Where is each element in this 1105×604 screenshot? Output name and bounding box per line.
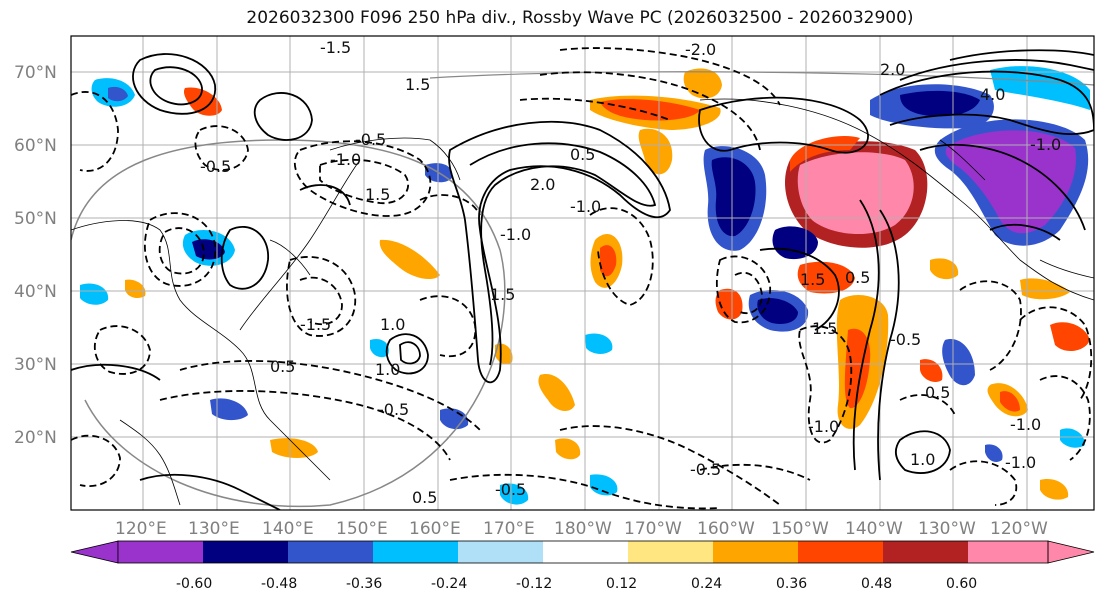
colorbar-label: 0.24 [691, 576, 722, 592]
contours-negative [71, 47, 1093, 510]
lat-label: 60°N [14, 136, 57, 156]
lon-label: 170°E [483, 519, 535, 539]
colorbar-label: -0.48 [261, 576, 297, 592]
contour-label: 0.5 [925, 383, 950, 402]
lat-label: 20°N [14, 428, 57, 448]
lat-label: 40°N [14, 282, 57, 302]
reference-circle [71, 139, 506, 508]
colorbar-segment [118, 541, 203, 563]
contour-label: 4.0 [980, 85, 1005, 104]
contours-positive [71, 49, 1094, 510]
contour-label: -0.5 [690, 460, 721, 479]
lon-label: 160°E [409, 519, 461, 539]
contour-label: -1.0 [330, 150, 361, 169]
contour-label: 1.5 [812, 319, 837, 338]
lon-label: 130°W [918, 519, 976, 539]
lon-label: 150°E [336, 519, 388, 539]
contour-label: -1.0 [500, 225, 531, 244]
lon-label: 180°W [554, 519, 612, 539]
shaded-fields [80, 66, 1090, 505]
colorbar-label: 0.12 [606, 576, 637, 592]
map-panel: -1.5 1.5 -0.5 -1.0 2.0 -0.5 1.5 0.5 1.5 … [71, 36, 1094, 510]
contour-label: 1.0 [375, 360, 400, 379]
lat-label: 30°N [14, 355, 57, 375]
lat-axis: 70°N 60°N 50°N 40°N 30°N 20°N [14, 63, 57, 448]
contour-label: -1.0 [1030, 135, 1061, 154]
contour-label: 1.5 [365, 185, 390, 204]
contour-labels: -1.5 1.5 -0.5 -1.0 2.0 -0.5 1.5 0.5 1.5 … [200, 38, 1061, 507]
colorbar-segment [288, 541, 373, 563]
contour-label: 1.5 [490, 285, 515, 304]
contour-label: 0.5 [412, 488, 437, 507]
colorbar-label: -0.60 [176, 576, 212, 592]
contour-label: 1.5 [800, 270, 825, 289]
lat-label: 70°N [14, 63, 57, 83]
lon-axis: 120°E 130°E 140°E 150°E 160°E 170°E 180°… [115, 519, 1048, 539]
lon-label: 170°W [624, 519, 682, 539]
lon-label: 140°W [845, 519, 903, 539]
lon-label: 130°E [188, 519, 240, 539]
colorbar-segment [373, 541, 458, 563]
colorbar-label: 0.48 [861, 576, 892, 592]
colorbar-segment [458, 541, 543, 563]
contour-label: -0.5 [200, 157, 231, 176]
lon-label: 160°W [697, 519, 755, 539]
colorbar-label: -0.24 [431, 576, 467, 592]
colorbar-label: -0.12 [516, 576, 552, 592]
contour-label: -1.0 [570, 197, 601, 216]
contour-label: -2.0 [685, 40, 716, 59]
colorbar-segment [628, 541, 713, 563]
lon-label: 150°W [771, 519, 829, 539]
colorbar-segment [713, 541, 798, 563]
gridlines [71, 36, 1094, 510]
contour-label: -0.5 [355, 130, 386, 149]
contour-label: 0.5 [270, 357, 295, 376]
contour-label: -1.0 [808, 417, 839, 436]
map-frame [70, 35, 1095, 511]
colorbar-label: 0.36 [776, 576, 807, 592]
contour-label: 0.5 [570, 145, 595, 164]
contour-label: 1.0 [910, 450, 935, 469]
contour-label: -0.5 [378, 400, 409, 419]
lat-label: 50°N [14, 209, 57, 229]
contour-label: -1.5 [320, 38, 351, 57]
colorbar-segment [203, 541, 288, 563]
contour-label: -1.5 [300, 315, 331, 334]
contour-label: 2.0 [530, 175, 555, 194]
contour-label: 0.5 [845, 268, 870, 287]
lon-label: 120°W [990, 519, 1048, 539]
colorbar-label: -0.36 [346, 576, 382, 592]
coastlines [71, 98, 1094, 506]
colorbar-segment [883, 541, 968, 563]
lon-label: 120°E [115, 519, 167, 539]
figure-title: 2026032300 F096 250 hPa div., Rossby Wav… [246, 8, 914, 28]
colorbar-right-extend [1047, 540, 1095, 564]
contour-label: -1.0 [1010, 415, 1041, 434]
colorbar-segment [543, 541, 628, 563]
lon-label: 140°E [262, 519, 314, 539]
contour-label: -0.5 [495, 480, 526, 499]
colorbar-label: 0.60 [946, 576, 977, 592]
colorbar-segment [798, 541, 883, 563]
contour-label: -0.5 [890, 330, 921, 349]
colorbar: -0.60 -0.48 -0.36 -0.24 -0.12 0.12 0.24 … [70, 540, 1095, 592]
contour-label: -1.0 [1005, 453, 1036, 472]
colorbar-left-extend [70, 540, 119, 564]
contour-label: 1.5 [405, 75, 430, 94]
contour-label: 1.0 [380, 315, 405, 334]
contour-label: 2.0 [880, 60, 905, 79]
colorbar-segment [968, 541, 1048, 563]
